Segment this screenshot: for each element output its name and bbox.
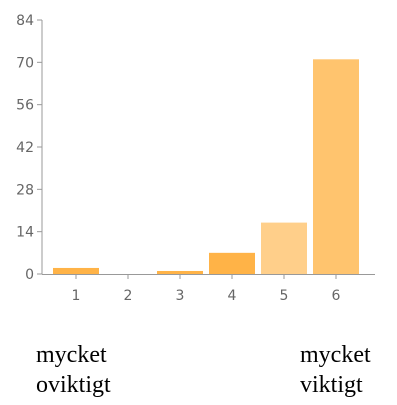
scale-low-label: mycket oviktigt — [36, 340, 111, 400]
y-tick-label: 0 — [25, 267, 34, 283]
bar-4 — [209, 252, 255, 274]
bar-5 — [261, 222, 307, 274]
scale-high-line-2: viktigt — [300, 372, 363, 398]
y-tick-label: 56 — [16, 98, 34, 114]
x-tick-label: 6 — [332, 288, 341, 304]
bar-6 — [313, 59, 359, 274]
bars — [53, 59, 359, 274]
y-tick-label: 84 — [16, 13, 34, 29]
y-tick-label: 28 — [16, 182, 34, 198]
x-tick-label: 5 — [280, 288, 289, 304]
scale-high-label: mycket viktigt — [300, 340, 371, 400]
y-tick-label: 70 — [16, 55, 34, 71]
y-tick-label: 42 — [16, 140, 34, 156]
x-tick-label: 3 — [176, 288, 185, 304]
scale-low-line-1: mycket — [36, 342, 107, 368]
x-tick-label: 4 — [228, 288, 237, 304]
y-tick-label: 14 — [16, 225, 34, 241]
x-tick-label: 1 — [72, 288, 81, 304]
bar-3 — [157, 270, 203, 274]
bar-1 — [53, 267, 99, 274]
scale-high-line-1: mycket — [300, 342, 371, 368]
x-axis: 1 2 3 4 5 6 — [42, 274, 375, 304]
scale-low-line-2: oviktigt — [36, 372, 111, 398]
x-tick-label: 2 — [124, 288, 133, 304]
y-axis: 0 14 28 42 56 70 84 — [16, 13, 43, 283]
